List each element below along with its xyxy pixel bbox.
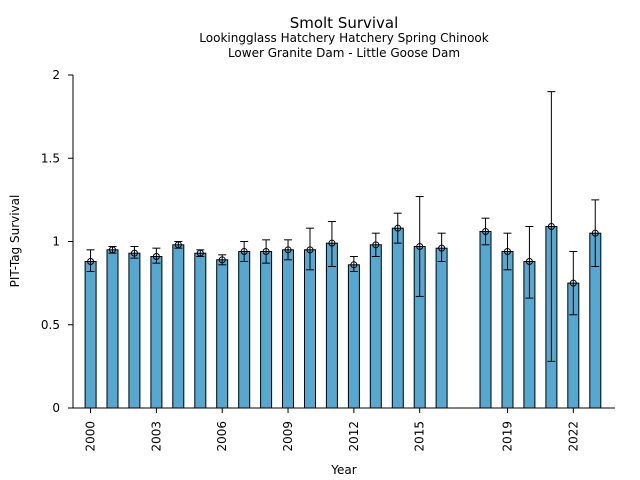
- error-bars-layer: [86, 91, 600, 362]
- bar-2019: [501, 251, 514, 409]
- error-bar-2010: [305, 227, 314, 271]
- point-marker-2008: [262, 247, 270, 255]
- bar-2003: [150, 256, 163, 409]
- y-tick-label-0: 0: [52, 401, 60, 415]
- point-marker-2014: [394, 224, 402, 232]
- point-marker-2002: [130, 249, 138, 257]
- error-bar-2021: [547, 91, 556, 362]
- point-marker-2013: [372, 241, 380, 249]
- bar-2007: [238, 251, 251, 409]
- markers-layer: [87, 223, 599, 287]
- error-bar-2003: [152, 247, 161, 264]
- x-tick-label-2: 2006: [215, 421, 229, 452]
- bar-2005: [194, 252, 207, 409]
- bar-2002: [128, 252, 141, 409]
- error-bar-2013: [371, 232, 380, 257]
- error-bar-2015: [415, 196, 424, 297]
- x-tick-label-3: 2009: [281, 421, 295, 452]
- chart-title: Smolt Survival: [290, 14, 399, 32]
- x-tick-label-0: 2000: [84, 421, 98, 452]
- error-bar-2019: [503, 232, 512, 271]
- bar-2012: [347, 264, 360, 409]
- point-marker-2023: [591, 229, 599, 237]
- error-bar-2016: [437, 232, 446, 262]
- point-marker-2004: [174, 241, 182, 249]
- error-bar-2014: [393, 212, 402, 244]
- y-tick-label-3: 1.5: [41, 151, 60, 165]
- point-marker-2015: [416, 242, 424, 250]
- x-ticks-layer: 2000 2003 2006 2009 2012 2015 2019 2022: [84, 408, 580, 452]
- bar-2014: [391, 227, 404, 409]
- point-marker-2010: [306, 246, 314, 254]
- point-marker-2022: [569, 279, 577, 287]
- x-axis-label: Year: [330, 463, 356, 477]
- point-marker-2005: [196, 249, 204, 257]
- x-tick-label-4: 2012: [347, 421, 361, 452]
- y-axis-label: PIT-Tag Survival: [8, 195, 22, 288]
- chart-subtitle-line-2: Lower Granite Dam - Little Goose Dam: [228, 46, 460, 60]
- chart-subtitle-line-1: Lookingglass Hatchery Hatchery Spring Ch…: [199, 31, 488, 45]
- error-bar-2020: [525, 226, 534, 299]
- bar-2013: [369, 244, 382, 409]
- error-bar-2012: [349, 255, 358, 272]
- point-marker-2009: [284, 246, 292, 254]
- error-bar-2000: [86, 249, 95, 272]
- point-marker-2011: [328, 239, 336, 247]
- error-bar-2009: [284, 239, 293, 261]
- bar-2001: [106, 249, 119, 409]
- bar-2000: [84, 261, 97, 409]
- point-marker-2020: [525, 257, 533, 265]
- x-tick-label-1: 2003: [149, 421, 163, 452]
- y-tick-label-4: 2: [52, 68, 60, 82]
- point-marker-2021: [547, 223, 555, 231]
- error-bar-2011: [327, 221, 336, 267]
- bar-2006: [216, 259, 229, 409]
- bar-2008: [260, 251, 273, 409]
- error-bar-2022: [569, 250, 578, 316]
- point-marker-2007: [240, 247, 248, 255]
- x-tick-label-7: 2022: [566, 421, 580, 452]
- point-marker-2018: [482, 228, 490, 236]
- x-tick-label-6: 2019: [501, 421, 515, 452]
- bar-2018: [479, 231, 492, 409]
- point-marker-2003: [152, 252, 160, 260]
- bars-layer: [84, 226, 602, 409]
- y-tick-label-1: 0.5: [41, 318, 60, 332]
- bar-2009: [282, 249, 294, 409]
- point-marker-2019: [503, 247, 511, 255]
- y-ticks-layer: 0 0.5 1 1.5 2: [41, 68, 73, 415]
- error-bar-2008: [262, 239, 271, 264]
- point-marker-2006: [218, 256, 226, 264]
- point-marker-2016: [438, 244, 446, 252]
- y-tick-label-2: 1: [52, 235, 60, 249]
- point-marker-2000: [87, 257, 95, 265]
- point-marker-2001: [108, 246, 116, 254]
- bar-2011: [325, 242, 338, 409]
- bar-2004: [172, 244, 185, 409]
- error-bar-2018: [481, 217, 490, 246]
- bar-2010: [304, 249, 316, 409]
- x-tick-label-5: 2015: [413, 421, 427, 452]
- point-marker-2012: [350, 261, 358, 269]
- error-bar-2023: [591, 199, 600, 267]
- error-bar-2007: [240, 241, 249, 262]
- bar-2016: [435, 247, 448, 409]
